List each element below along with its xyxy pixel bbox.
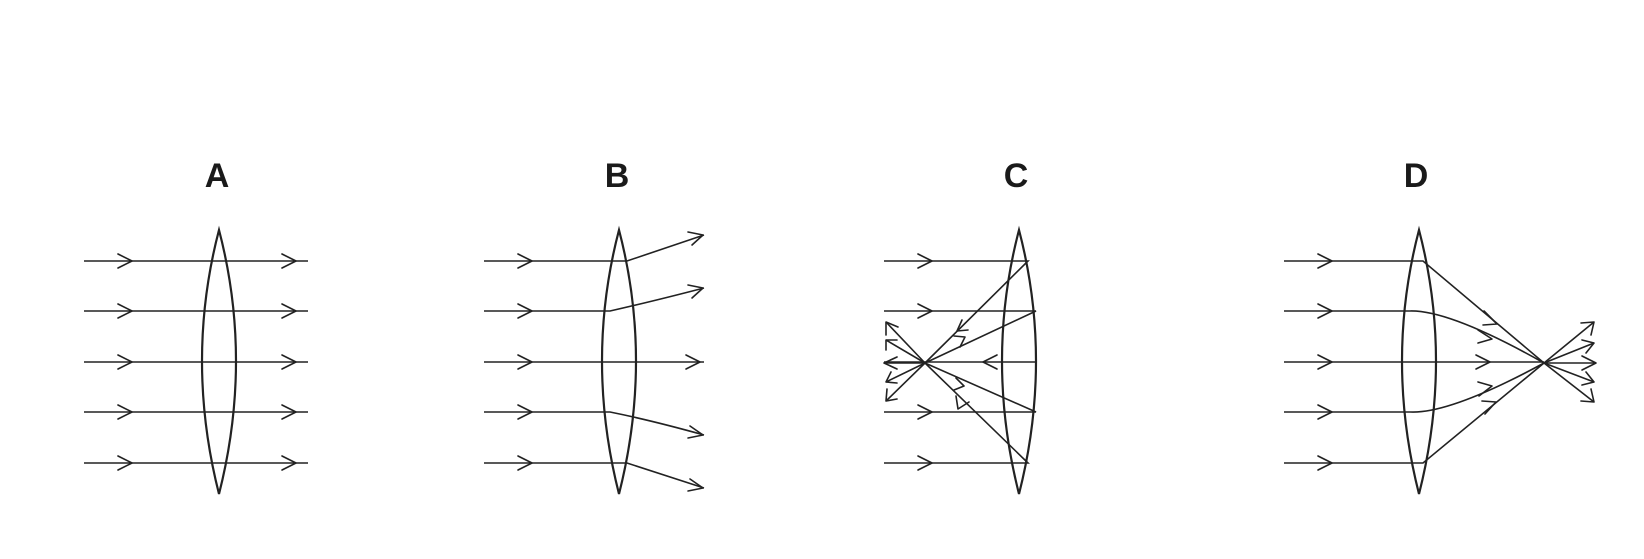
arrowhead — [687, 231, 704, 246]
arrowhead — [117, 455, 133, 471]
arrowhead — [687, 284, 704, 299]
arrowhead — [1317, 303, 1333, 319]
arrowhead — [281, 354, 297, 370]
ray — [484, 287, 705, 312]
lens-a — [200, 225, 238, 495]
arrowhead — [117, 253, 133, 269]
arrowhead — [885, 321, 899, 336]
arrowhead — [1482, 310, 1498, 326]
rays-b — [484, 234, 705, 489]
panel-label-d: D — [1404, 157, 1429, 195]
panel-b: B — [484, 157, 705, 495]
lens-b — [600, 225, 638, 495]
lens-d — [1400, 225, 1438, 495]
arrowhead — [1477, 381, 1493, 397]
arrowhead — [956, 319, 969, 332]
arrowhead — [117, 404, 133, 420]
arrowhead — [281, 404, 297, 420]
arrowhead — [1317, 354, 1333, 370]
rays-a — [84, 260, 308, 464]
ray — [884, 362, 1037, 413]
arrowheads-d — [1317, 253, 1597, 471]
panel-label-b: B — [605, 157, 630, 195]
ray — [884, 310, 1037, 364]
ray — [885, 321, 926, 364]
ray — [885, 362, 926, 402]
ray — [885, 339, 926, 364]
arrowhead — [1317, 404, 1333, 420]
arrowhead — [885, 339, 898, 351]
ray — [885, 362, 926, 383]
ray — [1543, 362, 1595, 403]
arrowhead — [917, 253, 933, 269]
arrowhead — [1580, 321, 1595, 336]
panel-label-c: C — [1004, 157, 1029, 195]
arrowhead — [117, 303, 133, 319]
arrowhead — [1581, 339, 1595, 354]
arrowhead — [1475, 354, 1491, 370]
arrowhead — [687, 425, 704, 439]
arrowhead — [517, 455, 533, 471]
ray — [1543, 362, 1595, 383]
ray — [1543, 321, 1595, 364]
panel-a: A — [84, 157, 308, 495]
arrowhead — [917, 404, 933, 420]
ray — [484, 234, 705, 262]
arrowhead — [953, 377, 965, 391]
arrowhead — [1317, 455, 1333, 471]
panel-c: C — [883, 157, 1038, 495]
ray — [1543, 342, 1595, 364]
arrowhead — [917, 303, 933, 319]
arrowhead — [517, 354, 533, 370]
arrowhead — [517, 404, 533, 420]
arrowheads-b — [517, 231, 704, 492]
arrowhead — [955, 395, 970, 410]
arrowheads-c — [883, 253, 998, 471]
arrowhead — [885, 388, 898, 402]
arrowhead — [1581, 371, 1595, 386]
arrowhead — [117, 354, 133, 370]
arrowhead — [1477, 329, 1493, 344]
panel-d: D — [1284, 157, 1597, 495]
arrowhead — [883, 356, 898, 370]
arrowhead — [517, 253, 533, 269]
arrowhead — [281, 303, 297, 319]
arrowhead — [917, 455, 933, 471]
ray — [1284, 260, 1545, 364]
arrowhead — [1580, 388, 1595, 403]
rays-c — [884, 260, 1037, 464]
arrowhead — [885, 371, 898, 384]
ray — [484, 462, 705, 489]
panel-label-a: A — [205, 157, 230, 195]
arrowheads-a — [117, 253, 297, 471]
arrowhead — [281, 455, 297, 471]
arrowhead — [1581, 355, 1597, 371]
ray — [1284, 362, 1545, 413]
arrowhead — [687, 478, 704, 492]
arrowhead — [517, 303, 533, 319]
ray — [1284, 310, 1545, 364]
ray — [1284, 362, 1545, 464]
arrowhead — [281, 253, 297, 269]
arrowhead — [1481, 400, 1497, 415]
arrowhead — [685, 354, 701, 370]
arrowhead — [982, 354, 998, 370]
arrowhead — [953, 335, 966, 348]
ray — [484, 411, 705, 436]
arrowhead — [1317, 253, 1333, 269]
